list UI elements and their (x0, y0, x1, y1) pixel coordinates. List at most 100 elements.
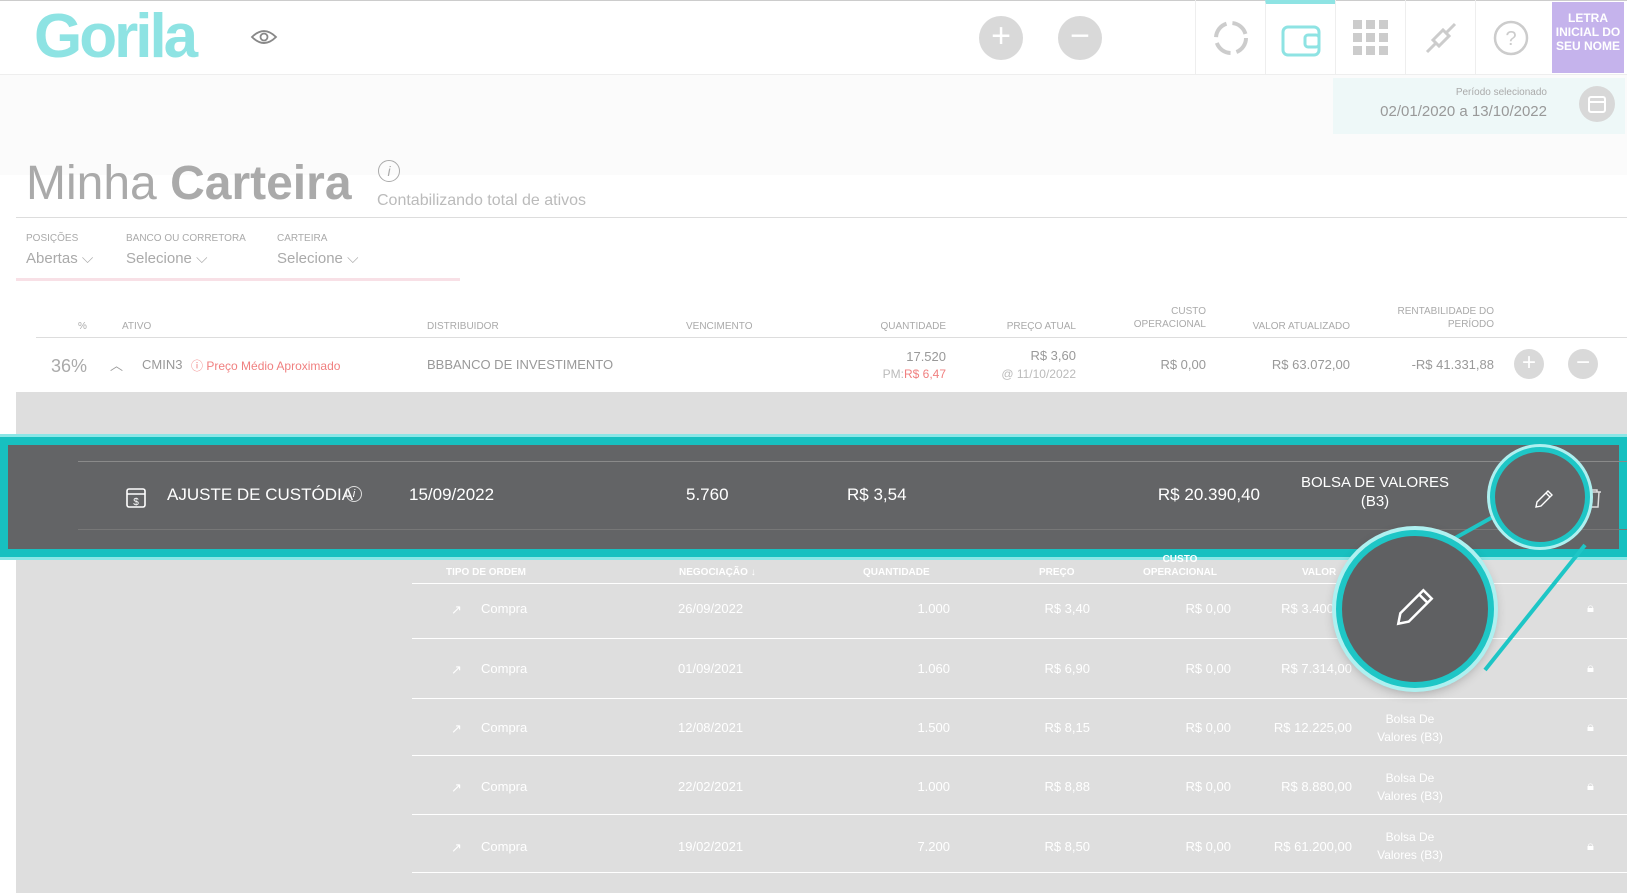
arrow-up-right-icon: ↗ (451, 662, 462, 677)
trade-op-cost: R$ 0,00 (1185, 720, 1231, 735)
remove-icon[interactable]: − (1058, 16, 1102, 60)
help-icon[interactable]: ? (1475, 0, 1545, 75)
trade-exchange: Bolsa De Valores (B3) (1377, 771, 1443, 803)
trade-date: 12/08/2021 (678, 720, 744, 735)
lock-icon: 🔒︎ (1587, 600, 1594, 615)
trade-exchange: Bolsa De Valores (B3) (1377, 830, 1443, 862)
row-distributor: BBBANCO DE INVESTIMENTO (427, 357, 614, 372)
hl-quantity: 5.760 (686, 485, 729, 504)
lock-icon: 🔒︎ (1587, 778, 1594, 793)
eye-icon[interactable] (250, 28, 278, 51)
trade-price: R$ 8,88 (1044, 779, 1090, 794)
avatar[interactable]: LETRA INICIAL DO SEU NOME (1552, 2, 1624, 73)
col-distributor: DISTRIBUIDOR (427, 321, 499, 332)
trade-value: R$ 3.400,00 (1281, 601, 1352, 616)
col-current-price: PREÇO ATUAL (1006, 321, 1076, 332)
trade-date: 01/09/2021 (678, 661, 744, 676)
col-trade-date[interactable]: NEGOCIAÇÃO ↓ (679, 567, 756, 578)
divider (16, 217, 1627, 218)
trade-op-cost: R$ 0,00 (1185, 839, 1231, 854)
order-type: Compra (481, 661, 528, 676)
trade-value: R$ 8.880,00 (1281, 779, 1352, 794)
calendar-icon[interactable] (1579, 86, 1615, 122)
order-type: Compra (481, 839, 528, 854)
highlight-row (0, 437, 1627, 557)
trade-quantity: 1.000 (917, 601, 950, 616)
info-icon[interactable]: i (346, 486, 362, 502)
row-quantity: 17.520 (906, 349, 946, 364)
logo[interactable]: Gorila (34, 2, 198, 71)
lock-icon: 🔒︎ (1587, 719, 1594, 734)
zoom-edit-large (1336, 530, 1494, 688)
col-maturity: VENCIMENTO (686, 321, 753, 332)
divider (36, 337, 1627, 338)
col-op-cost: CUSTO OPERACIONAL (1133, 306, 1206, 330)
col-order-type: TIPO DE ORDEM (446, 567, 527, 578)
page-title: Minha Carteira (26, 157, 352, 210)
add-position-button[interactable]: + (1514, 349, 1544, 379)
wallet-icon[interactable] (1265, 0, 1335, 75)
connect-icon[interactable] (1405, 0, 1475, 75)
zoom-edit-small (1490, 447, 1590, 547)
svg-text:$: $ (133, 497, 139, 508)
trade-op-cost: R$ 0,00 (1185, 779, 1231, 794)
col-percent: % (78, 321, 87, 332)
add-icon[interactable]: + (979, 16, 1023, 60)
trade-quantity: 1.500 (917, 720, 950, 735)
lock-icon: 🔒︎ (1587, 838, 1594, 853)
row-warning: ⓘ Preço Médio Aproximado (191, 359, 341, 373)
row-op-cost: R$ 0,00 (1160, 357, 1206, 372)
svg-text:?: ? (1505, 28, 1516, 50)
trade-price: R$ 6,90 (1044, 661, 1090, 676)
info-icon[interactable]: i (378, 160, 400, 182)
col-sub-price: PREÇO (1039, 567, 1075, 578)
divider (412, 698, 1627, 699)
period-label: Período selecionado (1455, 87, 1547, 98)
order-type: Compra (481, 601, 528, 616)
divider (78, 461, 1627, 462)
hl-value: R$ 20.390,40 (1157, 485, 1260, 504)
row-price-date: @ 11/10/2022 (1001, 367, 1076, 381)
page-subtitle: Contabilizando total de ativos (377, 192, 587, 209)
sync-icon[interactable] (1195, 0, 1265, 75)
trade-exchange: Bolsa De Valores (B3) (1377, 712, 1443, 744)
col-sub-op-cost: CUSTO OPERACIONAL (1143, 554, 1217, 578)
trade-date: 22/02/2021 (678, 779, 744, 794)
row-asset[interactable]: CMIN3 (142, 357, 183, 372)
trade-date: 19/02/2021 (678, 839, 744, 854)
edit-pencil-icon[interactable] (1533, 488, 1555, 510)
hl-exchange: BOLSA DE VALORES (B3) (1300, 474, 1450, 510)
chevron-up-icon[interactable]: ︿ (110, 358, 124, 373)
row-return: -R$ 41.331,88 (1411, 357, 1494, 372)
trade-value: R$ 61.200,00 (1273, 839, 1352, 854)
trade-quantity: 7.200 (917, 839, 950, 854)
hl-date: 15/09/2022 (409, 485, 495, 504)
hl-type: AJUSTE DE CUSTÓDIA (167, 485, 354, 504)
filter-positions[interactable]: Abertas ⌵ (26, 250, 94, 267)
chevron-down-icon: ⌵ (347, 250, 359, 267)
trade-quantity: 1.000 (917, 779, 950, 794)
divider (412, 638, 1627, 639)
trade-price: R$ 8,15 (1044, 720, 1090, 735)
lock-icon: 🔒︎ (1587, 660, 1594, 675)
trade-price: R$ 3,40 (1044, 601, 1090, 616)
row-average-price: PM:R$ 6,47 (882, 367, 946, 381)
sort-arrow-icon: ↓ (750, 567, 756, 578)
trade-value: R$ 12.225,00 (1273, 720, 1352, 735)
arrow-up-right-icon: ↗ (451, 780, 462, 795)
trade-op-cost: R$ 0,00 (1185, 661, 1231, 676)
arrow-up-right-icon: ↗ (451, 840, 462, 855)
edit-pencil-icon[interactable] (1392, 584, 1438, 630)
arrow-up-right-icon: ↗ (451, 721, 462, 736)
divider (412, 814, 1627, 815)
remove-position-button[interactable]: − (1568, 349, 1598, 379)
grid-icon[interactable] (1335, 0, 1405, 75)
filter-broker[interactable]: Selecione ⌵ (126, 250, 208, 267)
col-updated-value: VALOR ATUALIZADO (1252, 321, 1350, 332)
period-selector[interactable]: Período selecionado 02/01/2020 a 13/10/2… (1333, 78, 1625, 134)
filter-label-broker: BANCO OU CORRETORA (126, 233, 246, 244)
filter-wallet[interactable]: Selecione ⌵ (277, 250, 359, 267)
trade-value: R$ 7.314,00 (1281, 661, 1352, 676)
row-updated-value: R$ 63.072,00 (1271, 357, 1350, 372)
col-sub-value: VALOR (1302, 567, 1337, 578)
